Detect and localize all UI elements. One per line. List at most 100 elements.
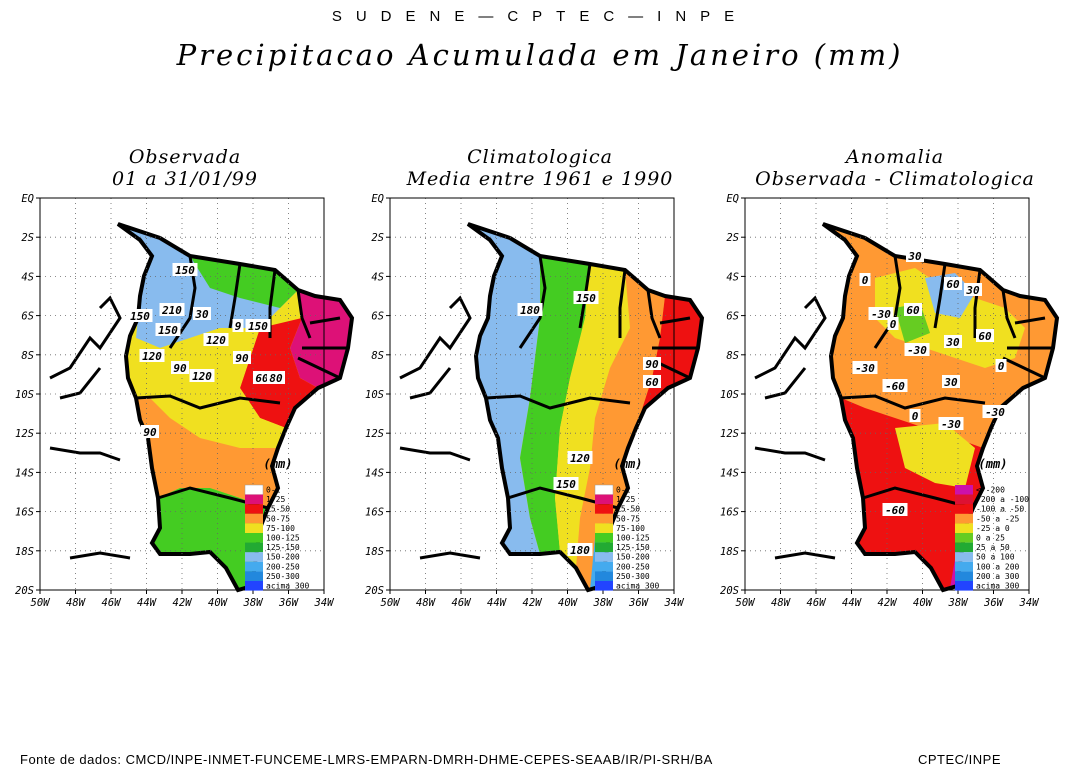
- y-tick-label: EQ: [21, 193, 34, 205]
- y-tick-label: 14S: [15, 467, 34, 479]
- legend-label: 0-1: [616, 486, 631, 495]
- y-tick-label: EQ: [371, 193, 384, 205]
- contour-label: 0: [890, 318, 897, 331]
- y-tick-label: 4S: [371, 271, 384, 283]
- legend-swatch: [595, 561, 613, 572]
- y-tick-label: 16S: [720, 507, 739, 519]
- legend-label: 50-75: [266, 514, 290, 523]
- contour-label-box: [141, 425, 159, 438]
- legend-label: 150-200: [616, 553, 650, 562]
- y-tick-label: 18S: [15, 546, 34, 558]
- contour-label: 9: [235, 320, 242, 333]
- x-tick-label: 36W: [983, 597, 1005, 609]
- precip-zone: [636, 296, 702, 428]
- credit-footer: CPTEC/INPE: [918, 752, 1002, 767]
- contour-label: 0: [998, 360, 1005, 373]
- x-tick-label: 44W: [137, 597, 158, 609]
- legend-label: 25-50: [266, 505, 290, 514]
- contour-label-box: [643, 357, 661, 370]
- y-tick-label: 8S: [726, 350, 739, 362]
- units-label: (mm): [614, 457, 643, 471]
- contour-label: 150: [130, 310, 150, 323]
- contour-label-box: [245, 319, 271, 332]
- y-tick-label: 12S: [365, 428, 384, 440]
- units-label: (mm): [264, 457, 293, 471]
- state-border: [618, 269, 627, 338]
- legend-swatch: [245, 504, 263, 514]
- contour-label-box: [942, 375, 960, 388]
- contour-label-box: [643, 375, 661, 388]
- legend-swatch: [595, 571, 613, 581]
- x-tick-label: 34W: [1019, 597, 1041, 609]
- precip-zone: [520, 256, 590, 554]
- contour-label-box: [267, 371, 285, 384]
- legend-label: 200 a 300: [976, 572, 1020, 581]
- contour-label: 120: [192, 370, 212, 383]
- x-tick-label: 40W: [558, 597, 579, 609]
- legend-label: 75-100: [266, 524, 295, 533]
- contour-label-box: [868, 307, 894, 320]
- contour-label: 150: [158, 324, 178, 337]
- x-tick-label: 46W: [807, 597, 828, 609]
- contour-label-box: [159, 303, 185, 316]
- contour-label: 90: [235, 352, 249, 365]
- y-tick-label: 14S: [365, 467, 384, 479]
- legend-label: 1-25: [266, 495, 285, 504]
- x-tick-label: 50W: [381, 597, 402, 609]
- contour-label-box: [995, 359, 1007, 372]
- state-border: [774, 551, 836, 560]
- legend-swatch: [955, 523, 973, 533]
- y-tick-label: 18S: [720, 546, 739, 558]
- contour-label: 0: [862, 274, 869, 287]
- legend-swatch: [595, 533, 613, 543]
- state-border: [659, 316, 691, 325]
- contour-label: 120: [570, 452, 590, 465]
- legend-swatch: [245, 513, 263, 524]
- contour-label-box: [944, 335, 962, 348]
- contour-label-box: [517, 303, 543, 316]
- x-tick-label: 34W: [314, 597, 336, 609]
- legend-swatch: [955, 561, 973, 572]
- contour-label-box: [553, 477, 579, 490]
- legend-label: < -200: [976, 486, 1005, 495]
- precip-zone: [290, 290, 352, 388]
- y-tick-label: 4S: [726, 271, 739, 283]
- panel-anomaly-title: Anomalia Observada - Climatologica: [720, 146, 1070, 190]
- state-border: [933, 263, 947, 329]
- contour-label-box: [882, 379, 908, 392]
- panel-observed-title: Observada 01 a 31/01/99: [60, 146, 310, 190]
- y-tick-label: 12S: [720, 428, 739, 440]
- state-border: [309, 316, 341, 325]
- state-border: [49, 446, 121, 462]
- x-tick-label: 42W: [878, 597, 899, 609]
- legend-swatch: [955, 542, 973, 553]
- x-tick-label: 40W: [913, 597, 934, 609]
- contour-label: 150: [556, 478, 576, 491]
- contour-label: 30: [943, 376, 958, 389]
- legend-label: acima 300: [616, 582, 660, 591]
- legend-swatch: [595, 581, 613, 591]
- contour-label-box: [852, 361, 878, 374]
- legend-label: 50 a 100: [976, 553, 1015, 562]
- contour-label: 90: [143, 426, 157, 439]
- x-tick-label: 36W: [278, 597, 300, 609]
- state-border: [297, 356, 341, 380]
- legend-swatch: [955, 485, 973, 495]
- contour-label-box: [904, 343, 930, 356]
- state-border: [69, 551, 131, 560]
- contour-label: 180: [520, 304, 540, 317]
- legend-swatch: [955, 581, 973, 591]
- legend-swatch: [245, 542, 263, 553]
- legend-label: 25-50: [616, 505, 640, 514]
- contour-label-box: [909, 409, 921, 422]
- contour-label: 180: [570, 544, 590, 557]
- contour-label-box: [573, 291, 599, 304]
- legend-swatch: [955, 494, 973, 505]
- y-tick-label: 14S: [720, 467, 739, 479]
- state-border: [862, 486, 974, 510]
- state-border: [873, 255, 902, 349]
- state-border: [399, 295, 472, 380]
- contour-label-box: [139, 349, 165, 362]
- legend-label: -50 a -25: [976, 514, 1020, 523]
- x-tick-label: 42W: [173, 597, 194, 609]
